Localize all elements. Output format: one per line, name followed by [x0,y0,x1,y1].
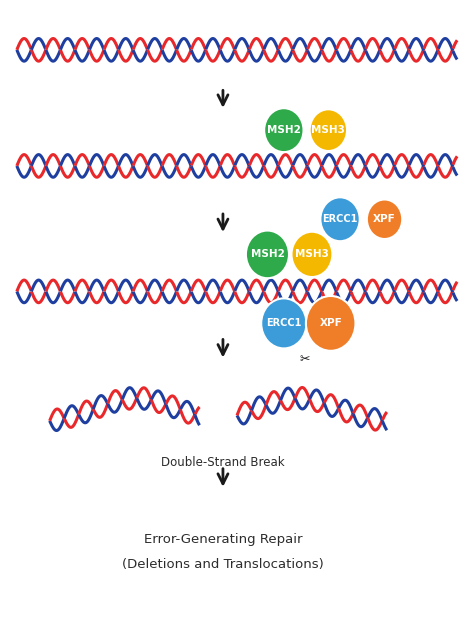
Ellipse shape [306,296,356,351]
Ellipse shape [261,298,307,348]
Text: MSH3: MSH3 [311,125,345,135]
Text: ERCC1: ERCC1 [266,318,301,329]
Ellipse shape [246,230,289,279]
Text: XPF: XPF [319,318,342,329]
Text: MSH3: MSH3 [295,249,329,260]
Ellipse shape [292,232,332,277]
Text: XPF: XPF [373,214,396,224]
Text: Error-Generating Repair: Error-Generating Repair [144,533,302,546]
Ellipse shape [367,199,402,239]
Text: ✂: ✂ [299,353,310,367]
Text: Double-Strand Break: Double-Strand Break [161,456,285,468]
Text: MSH2: MSH2 [251,249,284,260]
Ellipse shape [320,197,360,241]
Ellipse shape [310,110,347,151]
Text: (Deletions and Translocations): (Deletions and Translocations) [122,558,324,571]
Text: MSH2: MSH2 [267,125,301,135]
Text: ERCC1: ERCC1 [322,214,358,224]
Ellipse shape [264,108,303,152]
